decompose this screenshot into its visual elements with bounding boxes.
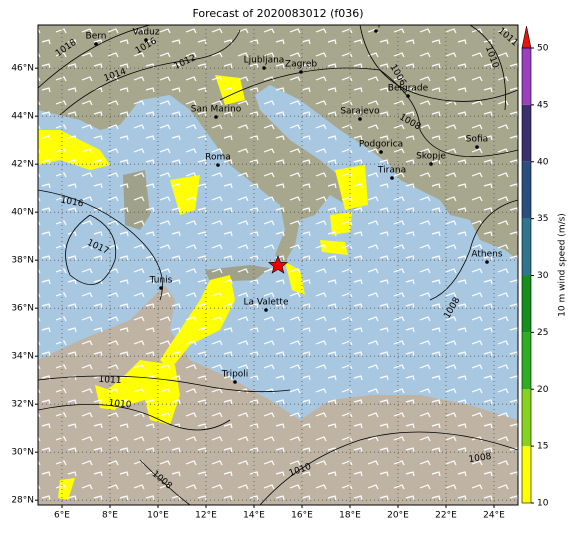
city-label: Podgorica <box>359 140 403 150</box>
colorbar-tick-label: 15 <box>537 442 548 452</box>
isobar-label: 1010 <box>108 399 132 411</box>
x-tick-label: 22°E <box>435 511 457 521</box>
y-tick-label: 32°N <box>11 400 34 410</box>
colorbar-segment <box>522 218 531 276</box>
x-tick-label: 16°E <box>291 511 313 521</box>
city-dot <box>262 66 266 70</box>
city-dot <box>299 70 303 74</box>
title: Forecast of 2020083012 (f036) <box>192 7 363 20</box>
y-tick-label: 42°N <box>11 160 34 170</box>
city-dot <box>390 176 394 180</box>
city-dot <box>214 115 218 119</box>
colorbar-tick-label: 25 <box>537 328 548 338</box>
city-label: Ljubljana <box>244 56 285 66</box>
city-dot <box>379 150 383 154</box>
city-dot <box>475 145 479 149</box>
city-dot <box>264 308 268 312</box>
city-dot <box>233 380 237 384</box>
city-dot <box>374 29 378 33</box>
city-label: San Marino <box>191 105 242 115</box>
city-label: Tunis <box>149 276 173 286</box>
colorbar-segment <box>522 446 531 503</box>
x-tick-label: 8°E <box>102 511 118 521</box>
y-tick-label: 28°N <box>11 496 34 506</box>
colorbar-segment <box>522 161 531 219</box>
event-marker <box>268 255 288 274</box>
x-tick-label: 18°E <box>339 511 361 521</box>
colorbar-tick-label: 50 <box>537 44 549 54</box>
colorbar-segment <box>522 332 531 390</box>
city-label: Sarajevo <box>340 107 380 117</box>
colorbar-segment <box>522 389 531 447</box>
y-tick-label: 36°N <box>11 304 34 314</box>
colorbar-tick-label: 10 <box>537 499 549 509</box>
colorbar-extend <box>521 25 532 49</box>
city-label: Sofia <box>466 135 488 145</box>
city-label: Bern <box>86 32 107 42</box>
y-tick-label: 30°N <box>11 448 34 458</box>
city-dot <box>159 286 163 290</box>
isobar-label: 1016 <box>60 196 85 210</box>
city-dot <box>358 117 362 121</box>
y-tick-label: 38°N <box>11 256 34 266</box>
colorbar-segment <box>522 104 531 162</box>
x-tick-label: 14°E <box>243 511 265 521</box>
city-dot <box>216 163 220 167</box>
colorbar-tick-label: 20 <box>537 385 549 395</box>
city-label: Tirana <box>377 166 406 176</box>
isobar-label: 1008 <box>468 452 492 465</box>
city-label: Tripoli <box>221 370 249 380</box>
x-tick-label: 24°E <box>483 511 505 521</box>
x-tick-label: 10°E <box>147 511 169 521</box>
city-label: La Valette <box>244 298 289 308</box>
city-dot <box>94 42 98 46</box>
x-tick-label: 20°E <box>387 511 409 521</box>
colorbar-label: 10 m wind speed (m/s) <box>558 213 568 317</box>
city-dot <box>485 260 489 264</box>
colorbar-tick-label: 35 <box>537 214 548 224</box>
city-dot <box>406 94 410 98</box>
city-label: Belgrade <box>388 84 429 94</box>
city-label: Budapest <box>355 19 398 29</box>
map-frame <box>37 24 519 506</box>
city-label: Athens <box>471 250 502 260</box>
city-label: Zagreb <box>285 60 317 70</box>
colorbar-tick-label: 30 <box>537 271 549 281</box>
city-label: Vaduz <box>132 28 159 38</box>
y-tick-label: 46°N <box>11 64 34 74</box>
x-tick-label: 6°E <box>54 511 70 521</box>
y-tick-label: 34°N <box>11 352 34 362</box>
colorbar-segment <box>522 275 531 333</box>
colorbar-segment <box>522 48 531 105</box>
city-label: Skopje <box>416 152 446 162</box>
y-tick-label: 40°N <box>11 208 34 218</box>
city-dot <box>144 38 148 42</box>
x-tick-label: 12°E <box>195 511 217 521</box>
isobars <box>38 25 518 505</box>
colorbar-tick-label: 45 <box>537 100 548 110</box>
colorbar-tick-label: 40 <box>537 157 549 167</box>
city-label: Roma <box>205 153 231 163</box>
y-tick-label: 44°N <box>11 112 34 122</box>
isobar-label: 1011 <box>98 375 121 386</box>
